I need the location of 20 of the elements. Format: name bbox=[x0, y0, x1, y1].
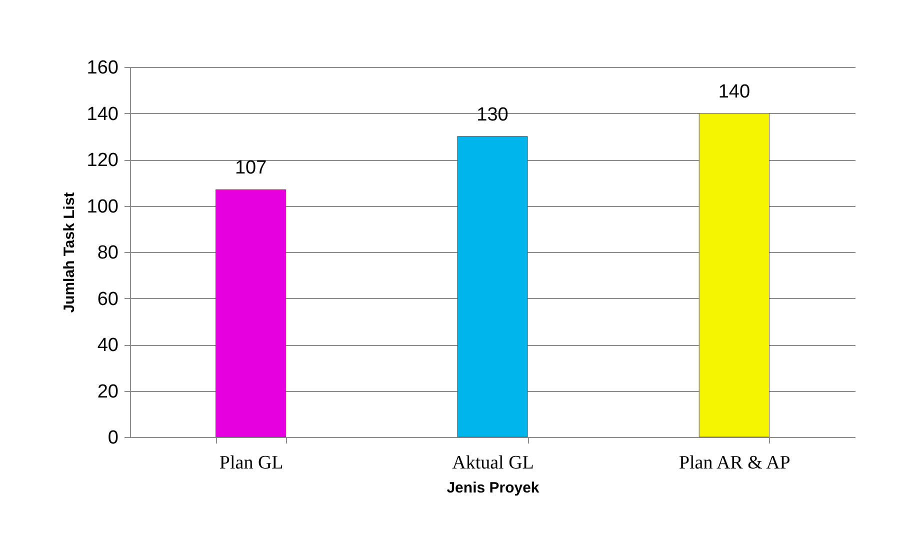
bar bbox=[698, 113, 770, 438]
y-axis-title: Jumlah Task List bbox=[60, 192, 78, 313]
bar bbox=[216, 189, 286, 438]
y-tick-label: 140 bbox=[86, 104, 118, 125]
y-tick-label: 20 bbox=[97, 381, 118, 402]
x-tick-label: Plan GL bbox=[219, 452, 284, 474]
y-tick-label: 40 bbox=[97, 335, 118, 356]
y-tick-label: 120 bbox=[86, 150, 118, 171]
data-label: 140 bbox=[718, 81, 750, 102]
y-tick-label: 100 bbox=[86, 196, 118, 218]
y-tick-label: 160 bbox=[86, 58, 118, 78]
y-tick-label: 60 bbox=[97, 288, 118, 310]
data-label: 107 bbox=[234, 158, 267, 179]
x-tick-label: Aktual GL bbox=[452, 452, 534, 474]
bar bbox=[457, 136, 528, 438]
data-label: 130 bbox=[476, 104, 508, 126]
y-tick-label: 0 bbox=[108, 428, 118, 448]
x-axis-title: Jenis Proyek bbox=[446, 480, 540, 496]
x-tick-label: Plan AR & AP bbox=[678, 452, 790, 474]
y-tick-label: 80 bbox=[97, 242, 118, 264]
